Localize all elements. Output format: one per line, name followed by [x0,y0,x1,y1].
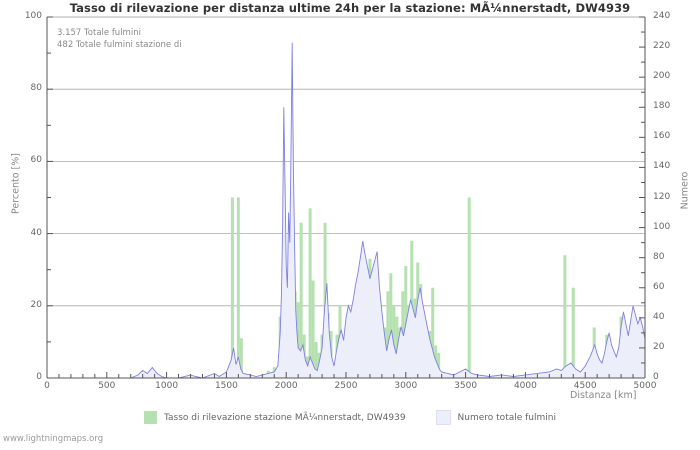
x-tick-1500: 1500 [214,381,238,391]
legend-swatch-blue [435,410,451,425]
legend-item-detection-rate: Tasso di rilevazione stazione MÃ¼nnersta… [144,411,406,424]
x-tick-500: 500 [98,381,116,391]
x-tick-1000: 1000 [155,381,179,391]
annotation-station-strokes: 482 Totale fulmini stazione di [57,40,182,50]
x-tick-2000: 2000 [274,381,298,391]
legend-label-total-count: Numero totale fulmini [457,412,556,423]
legend-label-detection-rate: Tasso di rilevazione stazione MÃ¼nnersta… [164,412,406,423]
y-tick-right-100: 100 [653,221,671,232]
y-tick-right-200: 200 [653,71,671,82]
y-tick-left-40: 40 [30,227,42,238]
chart-legend: Tasso di rilevazione stazione MÃ¼nnersta… [0,410,700,425]
x-tick-3000: 3000 [394,381,418,391]
y-tick-right-40: 40 [653,311,665,322]
y-tick-right-60: 60 [653,281,665,292]
x-tick-3500: 3500 [454,381,478,391]
footer-attribution: www.lightningmaps.org [3,434,104,444]
legend-swatch-green [144,411,157,424]
x-tick-5000: 5000 [633,381,657,391]
annotation-total-strokes: 3.157 Totale fulmini [57,28,141,38]
y-tick-right-160: 160 [653,131,671,142]
y-tick-right-80: 80 [653,251,665,262]
y-tick-right-20: 20 [653,341,665,352]
chart-annotation: 3.157 Totale fulmini 482 Totale fulmini … [57,27,182,51]
x-tick-0: 0 [44,381,50,391]
y-tick-right-140: 140 [653,161,671,172]
y-tick-left-60: 60 [30,155,42,166]
y-tick-right-180: 180 [653,101,671,112]
legend-item-total-count: Numero totale fulmini [435,410,556,425]
x-tick-4500: 4500 [573,381,597,391]
y-tick-right-220: 220 [653,41,671,52]
chart-title: Tasso di rilevazione per distanza ultime… [69,1,631,15]
x-axis-title: Distanza [km] [570,390,637,401]
x-tick-4000: 4000 [513,381,537,391]
y-tick-right-240: 240 [653,11,671,21]
y-tick-left-100: 100 [24,11,42,21]
y-tick-right-0: 0 [653,372,659,382]
y-tick-left-0: 0 [36,372,42,382]
y-tick-right-120: 120 [653,191,671,202]
x-tick-2500: 2500 [334,381,358,391]
y-tick-left-20: 20 [30,299,42,310]
y-tick-left-80: 80 [30,83,42,94]
